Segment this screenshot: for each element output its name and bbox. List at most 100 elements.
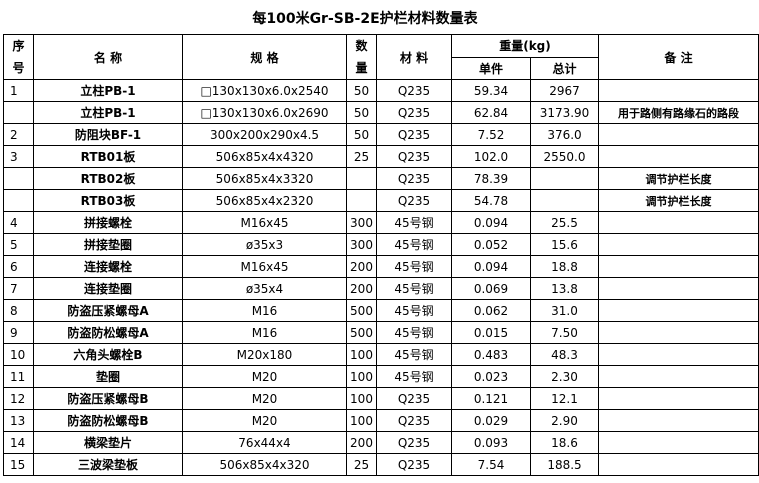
cell-material: Q235 xyxy=(376,409,452,432)
cell-seq: 13 xyxy=(3,409,34,432)
cell-name: 防盗压紧螺母B xyxy=(33,387,183,410)
table-row: 13 防盗防松螺母B M20 100 Q235 0.029 2.90 xyxy=(3,409,759,432)
cell-qty: 100 xyxy=(346,387,377,410)
cell-seq: 2 xyxy=(3,123,34,146)
cell-name: 立柱PB-1 xyxy=(33,79,183,102)
cell-name: 三波梁垫板 xyxy=(33,453,183,476)
cell-qty: 25 xyxy=(346,453,377,476)
cell-unit: 7.52 xyxy=(451,123,531,146)
cell-spec: 506x85x4x3320 xyxy=(182,167,347,190)
cell-spec: M16x45 xyxy=(182,255,347,278)
cell-seq: 8 xyxy=(3,299,34,322)
header-seq: 序 号 xyxy=(3,34,34,80)
table-row: 5 拼接垫圈 ø35x3 300 45号钢 0.052 15.6 xyxy=(3,233,759,256)
cell-remark xyxy=(598,255,759,278)
cell-name: 六角头螺栓B xyxy=(33,343,183,366)
cell-seq: 1 xyxy=(3,79,34,102)
cell-remark xyxy=(598,123,759,146)
cell-total: 3173.90 xyxy=(530,101,599,124)
cell-qty: 200 xyxy=(346,255,377,278)
cell-unit: 0.069 xyxy=(451,277,531,300)
cell-material: Q235 xyxy=(376,145,452,168)
cell-unit: 78.39 xyxy=(451,167,531,190)
cell-unit: 0.029 xyxy=(451,409,531,432)
cell-total xyxy=(530,167,599,190)
cell-spec: ø35x3 xyxy=(182,233,347,256)
cell-remark xyxy=(598,365,759,388)
cell-unit: 0.094 xyxy=(451,255,531,278)
cell-seq: 15 xyxy=(3,453,34,476)
cell-name: 防盗压紧螺母A xyxy=(33,299,183,322)
table-row: RTB02板 506x85x4x3320 Q235 78.39 调节护栏长度 xyxy=(3,167,759,190)
table-row: 2 防阻块BF-1 300x200x290x4.5 50 Q235 7.52 376.0 xyxy=(3,123,759,146)
cell-qty: 300 xyxy=(346,233,377,256)
header-unit-weight: 单件 xyxy=(451,56,531,80)
cell-remark xyxy=(598,387,759,410)
cell-remark xyxy=(598,431,759,454)
cell-qty: 500 xyxy=(346,299,377,322)
cell-total: 13.8 xyxy=(530,277,599,300)
cell-unit: 0.023 xyxy=(451,365,531,388)
table-title: 每100米Gr-SB-2E护栏材料数量表 xyxy=(252,11,478,27)
cell-material: 45号钢 xyxy=(376,365,452,388)
cell-material: Q235 xyxy=(376,101,452,124)
cell-material: Q235 xyxy=(376,167,452,190)
cell-total: 31.0 xyxy=(530,299,599,322)
table-row: 8 防盗压紧螺母A M16 500 45号钢 0.062 31.0 xyxy=(3,299,759,322)
cell-material: 45号钢 xyxy=(376,277,452,300)
cell-qty: 50 xyxy=(346,79,377,102)
cell-material: 45号钢 xyxy=(376,255,452,278)
cell-qty: 500 xyxy=(346,321,377,344)
header-name: 名 称 xyxy=(33,34,183,80)
table-row: 6 连接螺栓 M16x45 200 45号钢 0.094 18.8 xyxy=(3,255,759,278)
cell-spec: M16x45 xyxy=(182,211,347,234)
table-row: 9 防盗防松螺母A M16 500 45号钢 0.015 7.50 xyxy=(3,321,759,344)
table-row: RTB03板 506x85x4x2320 Q235 54.78 调节护栏长度 xyxy=(3,189,759,212)
cell-material: Q235 xyxy=(376,387,452,410)
cell-seq xyxy=(3,101,34,124)
cell-remark xyxy=(598,453,759,476)
cell-remark: 调节护栏长度 xyxy=(598,189,759,212)
cell-remark xyxy=(598,343,759,366)
cell-unit: 62.84 xyxy=(451,101,531,124)
cell-remark xyxy=(598,299,759,322)
header-qty: 数 量 xyxy=(346,34,377,80)
cell-total: 7.50 xyxy=(530,321,599,344)
cell-total: 188.5 xyxy=(530,453,599,476)
cell-remark: 用于路侧有路缘石的路段 xyxy=(598,101,759,124)
cell-qty: 200 xyxy=(346,277,377,300)
cell-seq: 12 xyxy=(3,387,34,410)
cell-name: RTB03板 xyxy=(33,189,183,212)
cell-name: RTB02板 xyxy=(33,167,183,190)
cell-remark xyxy=(598,321,759,344)
cell-spec: M20 xyxy=(182,365,347,388)
cell-name: 防盗防松螺母B xyxy=(33,409,183,432)
cell-name: 拼接垫圈 xyxy=(33,233,183,256)
table-row: 3 RTB01板 506x85x4x4320 25 Q235 102.0 2550.0 xyxy=(3,145,759,168)
cell-unit: 0.052 xyxy=(451,233,531,256)
cell-unit: 0.093 xyxy=(451,431,531,454)
header-spec: 规 格 xyxy=(182,34,347,80)
cell-spec: 506x85x4x4320 xyxy=(182,145,347,168)
cell-seq: 11 xyxy=(3,365,34,388)
cell-remark xyxy=(598,409,759,432)
table-row: 15 三波梁垫板 506x85x4x320 25 Q235 7.54 188.5 xyxy=(3,453,759,476)
table-row: 14 横梁垫片 76x44x4 200 Q235 0.093 18.6 xyxy=(3,431,759,454)
cell-material: 45号钢 xyxy=(376,211,452,234)
cell-spec: □130x130x6.0x2690 xyxy=(182,101,347,124)
table-row: 12 防盗压紧螺母B M20 100 Q235 0.121 12.1 xyxy=(3,387,759,410)
cell-spec: ø35x4 xyxy=(182,277,347,300)
cell-spec: 506x85x4x2320 xyxy=(182,189,347,212)
cell-total: 2550.0 xyxy=(530,145,599,168)
header-weight: 重量(kg) xyxy=(451,34,599,58)
cell-spec: □130x130x6.0x2540 xyxy=(182,79,347,102)
cell-unit: 102.0 xyxy=(451,145,531,168)
cell-seq: 4 xyxy=(3,211,34,234)
cell-remark xyxy=(598,211,759,234)
table-row: 1 立柱PB-1 □130x130x6.0x2540 50 Q235 59.34 2967 xyxy=(3,79,759,102)
table-row: 立柱PB-1 □130x130x6.0x2690 50 Q235 62.84 3173.9… xyxy=(3,101,759,124)
cell-name: 拼接螺栓 xyxy=(33,211,183,234)
cell-seq: 6 xyxy=(3,255,34,278)
cell-seq: 10 xyxy=(3,343,34,366)
cell-qty: 50 xyxy=(346,123,377,146)
